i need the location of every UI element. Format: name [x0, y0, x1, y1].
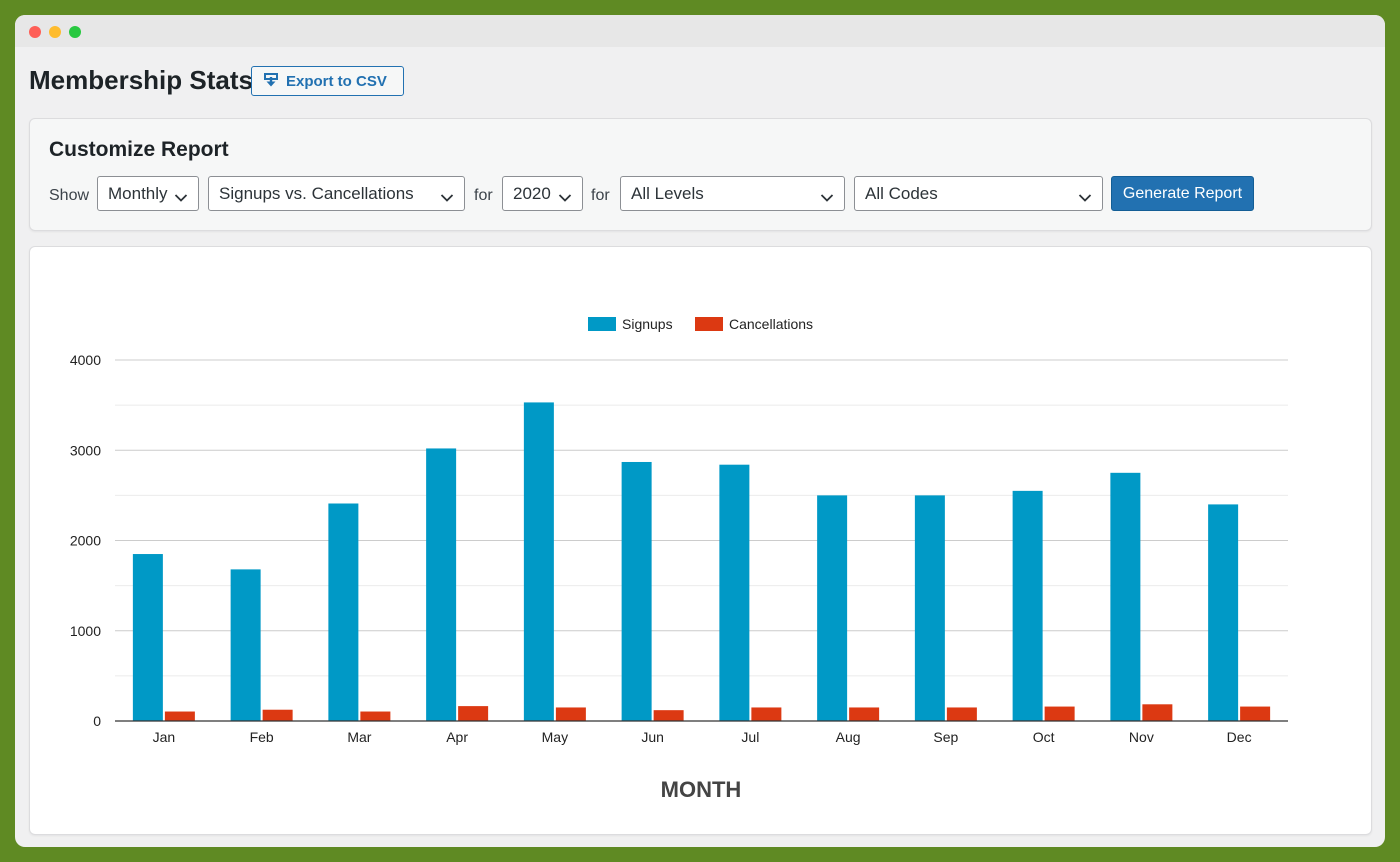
- x-tick-label: Jan: [153, 729, 176, 745]
- bar-signups-aug: [817, 495, 848, 721]
- chevron-down-icon: [558, 188, 572, 208]
- customize-report-panel: Customize Report Show Monthly Signups vs…: [29, 118, 1372, 231]
- x-tick-label: Jul: [741, 729, 759, 745]
- bar-signups-mar: [328, 503, 359, 721]
- bar-cancellations-jun: [653, 710, 684, 721]
- bar-signups-oct: [1012, 490, 1043, 721]
- show-label: Show: [49, 187, 90, 204]
- x-tick-label: Feb: [250, 729, 274, 745]
- chevron-down-icon: [440, 188, 454, 208]
- discount-code-select[interactable]: All Codes: [854, 176, 1103, 211]
- close-window-button[interactable]: [29, 26, 41, 38]
- bar-cancellations-may: [555, 707, 586, 721]
- x-tick-label: Apr: [446, 729, 468, 745]
- y-tick-label: 1000: [70, 623, 101, 639]
- for-label: for: [591, 187, 610, 204]
- page-title: Membership Stats: [29, 65, 253, 95]
- bar-signups-apr: [426, 448, 457, 721]
- x-axis-title: MONTH: [661, 777, 742, 802]
- chart-panel: 0 1000 2000 3000 4000 Jan Feb Mar Apr May Jun Jul Au…: [29, 246, 1372, 835]
- level-select-value: All Levels: [631, 183, 704, 203]
- x-tick-label: Nov: [1129, 729, 1154, 745]
- x-tick-label: Aug: [836, 729, 861, 745]
- download-icon: [264, 73, 278, 89]
- bar-cancellations-oct: [1044, 706, 1075, 721]
- legend-label-cancellations: Cancellations: [729, 316, 813, 332]
- generate-report-button[interactable]: Generate Report: [1111, 176, 1254, 211]
- app-window: Membership Stats Export to CSV Customize…: [15, 15, 1385, 847]
- x-tick-label: Sep: [933, 729, 958, 745]
- y-tick-label: 0: [93, 713, 101, 729]
- bar-cancellations-mar: [360, 711, 391, 721]
- legend-swatch-cancellations: [695, 317, 723, 331]
- x-tick-label: Oct: [1033, 729, 1055, 745]
- legend-label-signups: Signups: [622, 316, 673, 332]
- x-tick-label: May: [542, 729, 568, 745]
- bar-signups-nov: [1110, 472, 1141, 721]
- bar-signups-feb: [230, 569, 261, 721]
- export-csv-label: Export to CSV: [286, 72, 387, 90]
- period-select[interactable]: Monthly: [97, 176, 199, 211]
- zoom-window-button[interactable]: [69, 26, 81, 38]
- bar-cancellations-aug: [849, 707, 880, 721]
- period-select-value: Monthly: [108, 183, 168, 203]
- report-type-select[interactable]: Signups vs. Cancellations: [208, 176, 465, 211]
- level-select[interactable]: All Levels: [620, 176, 845, 211]
- bar-signups-sep: [914, 495, 945, 721]
- year-select[interactable]: 2020: [502, 176, 583, 211]
- bar-cancellations-dec: [1240, 706, 1271, 721]
- minimize-window-button[interactable]: [49, 26, 61, 38]
- bar-cancellations-nov: [1142, 704, 1173, 721]
- export-csv-button[interactable]: Export to CSV: [251, 66, 404, 96]
- chevron-down-icon: [820, 188, 834, 208]
- bar-signups-jan: [132, 554, 163, 721]
- for-label: for: [474, 187, 493, 204]
- bar-cancellations-sep: [946, 707, 977, 721]
- x-tick-label: Dec: [1227, 729, 1252, 745]
- y-tick-label: 3000: [70, 442, 101, 458]
- title-bar: [15, 15, 1385, 47]
- bar-cancellations-jul: [751, 707, 782, 721]
- bar-signups-jun: [621, 461, 652, 721]
- bar-signups-jul: [719, 464, 750, 721]
- y-tick-label: 2000: [70, 533, 101, 549]
- report-type-select-value: Signups vs. Cancellations: [219, 183, 414, 203]
- bar-cancellations-apr: [458, 706, 489, 721]
- x-tick-label: Mar: [347, 729, 371, 745]
- bar-signups-dec: [1208, 504, 1239, 721]
- customize-report-title: Customize Report: [49, 138, 229, 161]
- chevron-down-icon: [1078, 188, 1092, 208]
- bar-cancellations-jan: [164, 711, 195, 721]
- year-select-value: 2020: [513, 183, 551, 203]
- y-tick-label: 4000: [70, 352, 101, 368]
- legend-swatch-signups: [588, 317, 616, 331]
- bar-cancellations-feb: [262, 709, 293, 721]
- chevron-down-icon: [174, 188, 188, 208]
- bar-signups-may: [523, 402, 554, 721]
- discount-code-select-value: All Codes: [865, 183, 938, 203]
- bar-chart: 0 1000 2000 3000 4000 Jan Feb Mar Apr May Jun Jul Au…: [70, 316, 1288, 802]
- x-tick-label: Jun: [641, 729, 664, 745]
